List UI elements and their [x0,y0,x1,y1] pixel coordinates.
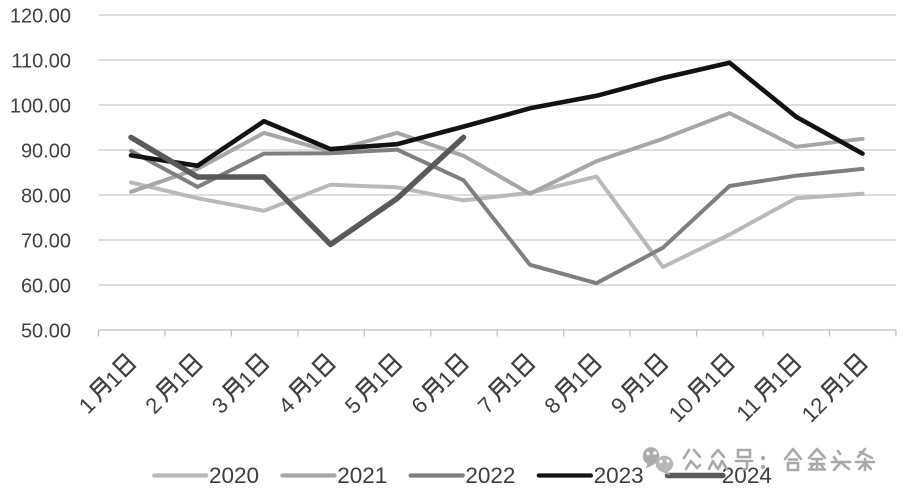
svg-text:120.00: 120.00 [10,6,71,28]
svg-text:60.00: 60.00 [21,276,71,298]
svg-text:100.00: 100.00 [10,96,71,118]
svg-text:80.00: 80.00 [21,186,71,208]
svg-text:50.00: 50.00 [21,321,71,343]
svg-text:2023: 2023 [594,463,644,488]
svg-text:110.00: 110.00 [11,51,71,73]
svg-text:70.00: 70.00 [21,231,71,253]
svg-text:2020: 2020 [209,463,259,488]
svg-text:90.00: 90.00 [21,141,71,163]
svg-text:2022: 2022 [465,463,515,488]
svg-text:2021: 2021 [337,463,387,488]
